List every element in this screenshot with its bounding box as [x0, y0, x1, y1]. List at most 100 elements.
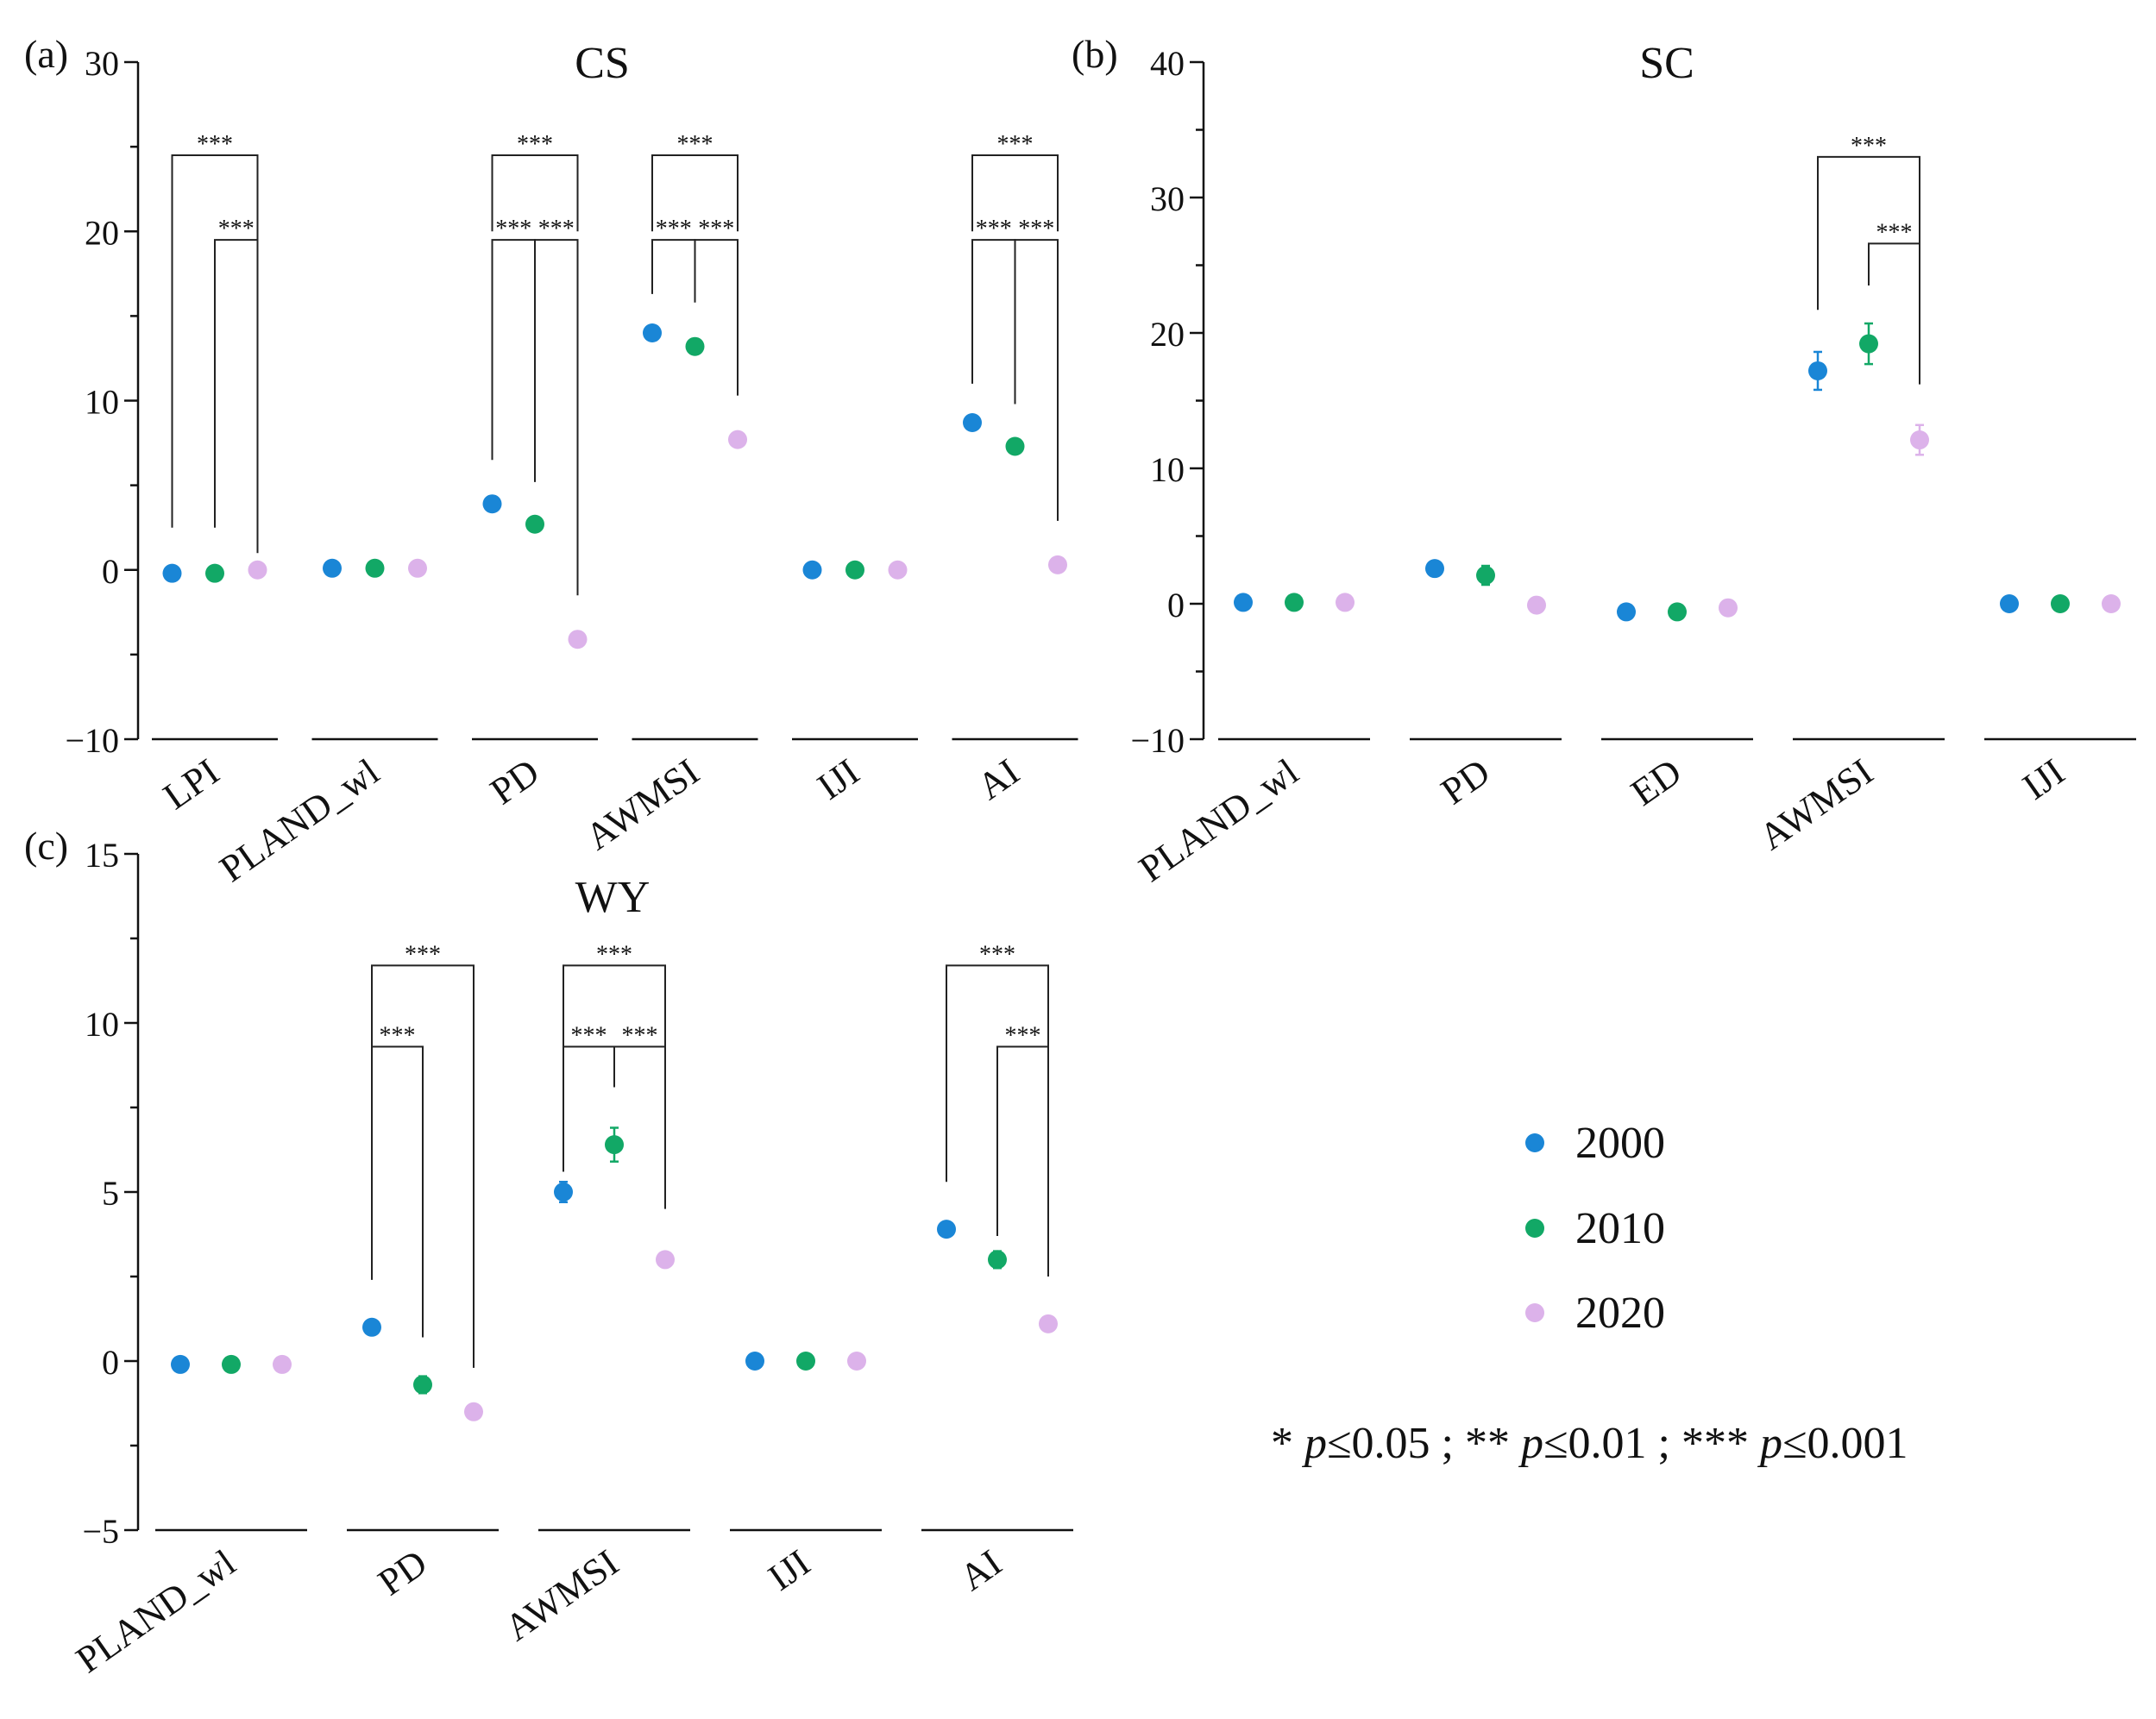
data-point — [963, 413, 982, 433]
note-t3: ≤0.001 — [1782, 1419, 1908, 1468]
note-t1: ≤0.05 ; ** — [1327, 1419, 1521, 1468]
x-tick-label: AI — [970, 750, 1027, 808]
data-point — [888, 560, 908, 580]
data-point — [643, 323, 662, 342]
y-tick-label: 10 — [85, 1005, 119, 1044]
significance-label: *** — [1851, 133, 1887, 160]
data-point — [464, 1402, 483, 1421]
significance-label: *** — [677, 131, 713, 158]
y-tick-label: −10 — [65, 721, 119, 760]
significance-label: *** — [698, 216, 734, 242]
significance-note: * p≤0.05 ; ** p≤0.01 ; *** p≤0.001 — [1271, 1419, 1908, 1468]
significance-label: *** — [218, 216, 255, 242]
y-tick-label: 0 — [1167, 586, 1185, 624]
panel-wy: (c) WY −5 0 5 10 15 PLAND_wl PD AWMSI IJI AI *** *** *… — [24, 824, 1073, 1681]
x-tick-label: LPI — [156, 750, 227, 818]
significance-label: *** — [1018, 216, 1054, 242]
data-point — [685, 336, 705, 356]
data-point — [1476, 566, 1495, 586]
data-point — [796, 1352, 815, 1371]
significance-label: *** — [495, 216, 531, 242]
significance-bracket — [971, 239, 1016, 405]
panel-title: CS — [575, 39, 630, 88]
significance-bracket — [491, 154, 579, 232]
data-point — [222, 1354, 241, 1374]
x-tick-label: IJI — [810, 750, 867, 808]
data-point — [365, 558, 385, 578]
panel-label: (b) — [1072, 32, 1118, 76]
significance-label: *** — [538, 216, 575, 242]
significance-bracket — [651, 239, 696, 303]
y-tick-label: 30 — [85, 44, 119, 83]
significance-label: *** — [596, 941, 632, 968]
legend-marker-2000 — [1525, 1133, 1544, 1152]
significance-bracket — [946, 964, 1049, 1183]
legend-label-2000: 2000 — [1575, 1119, 1665, 1168]
significance-label: *** — [517, 131, 553, 158]
y-tick-label: −10 — [1130, 721, 1185, 760]
data-point — [2102, 594, 2121, 613]
data-point — [568, 630, 588, 649]
significance-bracket — [563, 1045, 615, 1172]
data-point — [605, 1135, 624, 1155]
panel-label: (a) — [24, 32, 68, 76]
data-point — [1048, 555, 1067, 574]
significance-label: *** — [571, 1022, 607, 1049]
y-tick-label: 15 — [85, 836, 119, 875]
x-tick-label: PD — [483, 750, 547, 812]
data-point — [162, 563, 182, 583]
data-point — [273, 1354, 292, 1374]
data-point — [1336, 593, 1355, 612]
data-point — [2051, 594, 2070, 613]
significance-bracket — [613, 1045, 666, 1209]
data-point — [1859, 334, 1878, 354]
data-point — [1234, 593, 1253, 612]
significance-bracket — [1868, 242, 1920, 385]
y-tick-label: 0 — [102, 1343, 119, 1382]
legend-label-2010: 2010 — [1575, 1204, 1665, 1253]
y-tick-label: 30 — [1150, 179, 1185, 218]
data-point — [1005, 436, 1025, 456]
data-point — [802, 560, 822, 580]
x-tick-label: PD — [371, 1541, 435, 1603]
data-point — [1425, 559, 1444, 579]
x-tick-label: PLAND_wl — [212, 750, 387, 890]
data-point — [1285, 593, 1304, 612]
note-p2: p — [1518, 1419, 1543, 1468]
data-point — [482, 494, 502, 514]
panel-title: SC — [1639, 39, 1694, 88]
significance-bracket — [996, 1045, 1049, 1277]
significance-label: *** — [1876, 219, 1913, 246]
x-tick-label: PD — [1434, 750, 1498, 812]
y-tick-label: 10 — [85, 383, 119, 422]
data-point — [1910, 430, 1929, 450]
significance-bracket — [214, 239, 259, 554]
data-point — [1617, 602, 1636, 622]
data-point — [413, 1375, 432, 1395]
x-tick-label: IJI — [761, 1541, 818, 1599]
significance-bracket — [651, 154, 739, 232]
x-tick-label: AWMSI — [578, 750, 707, 858]
significance-bracket — [371, 1045, 424, 1338]
panel-label: (c) — [24, 824, 68, 868]
note-p1: p — [1301, 1419, 1327, 1468]
x-tick-label: AI — [952, 1541, 1009, 1599]
y-tick-label: 0 — [102, 552, 119, 591]
significance-label: *** — [997, 131, 1034, 158]
significance-bracket — [1817, 155, 1920, 311]
legend: 2000 2010 2020 — [1525, 1119, 1665, 1338]
x-tick-label: ED — [1624, 750, 1689, 814]
data-point — [171, 1354, 190, 1374]
x-tick-label: AWMSI — [1751, 750, 1880, 858]
panel-title: WY — [575, 873, 651, 922]
significance-bracket — [694, 239, 739, 396]
x-tick-label: AWMSI — [497, 1541, 625, 1649]
y-tick-label: 20 — [1150, 315, 1185, 354]
data-point — [525, 514, 544, 534]
x-tick-label: IJI — [2015, 750, 2072, 808]
significance-label: *** — [197, 131, 233, 158]
data-point — [745, 1352, 764, 1371]
data-point — [845, 560, 864, 580]
